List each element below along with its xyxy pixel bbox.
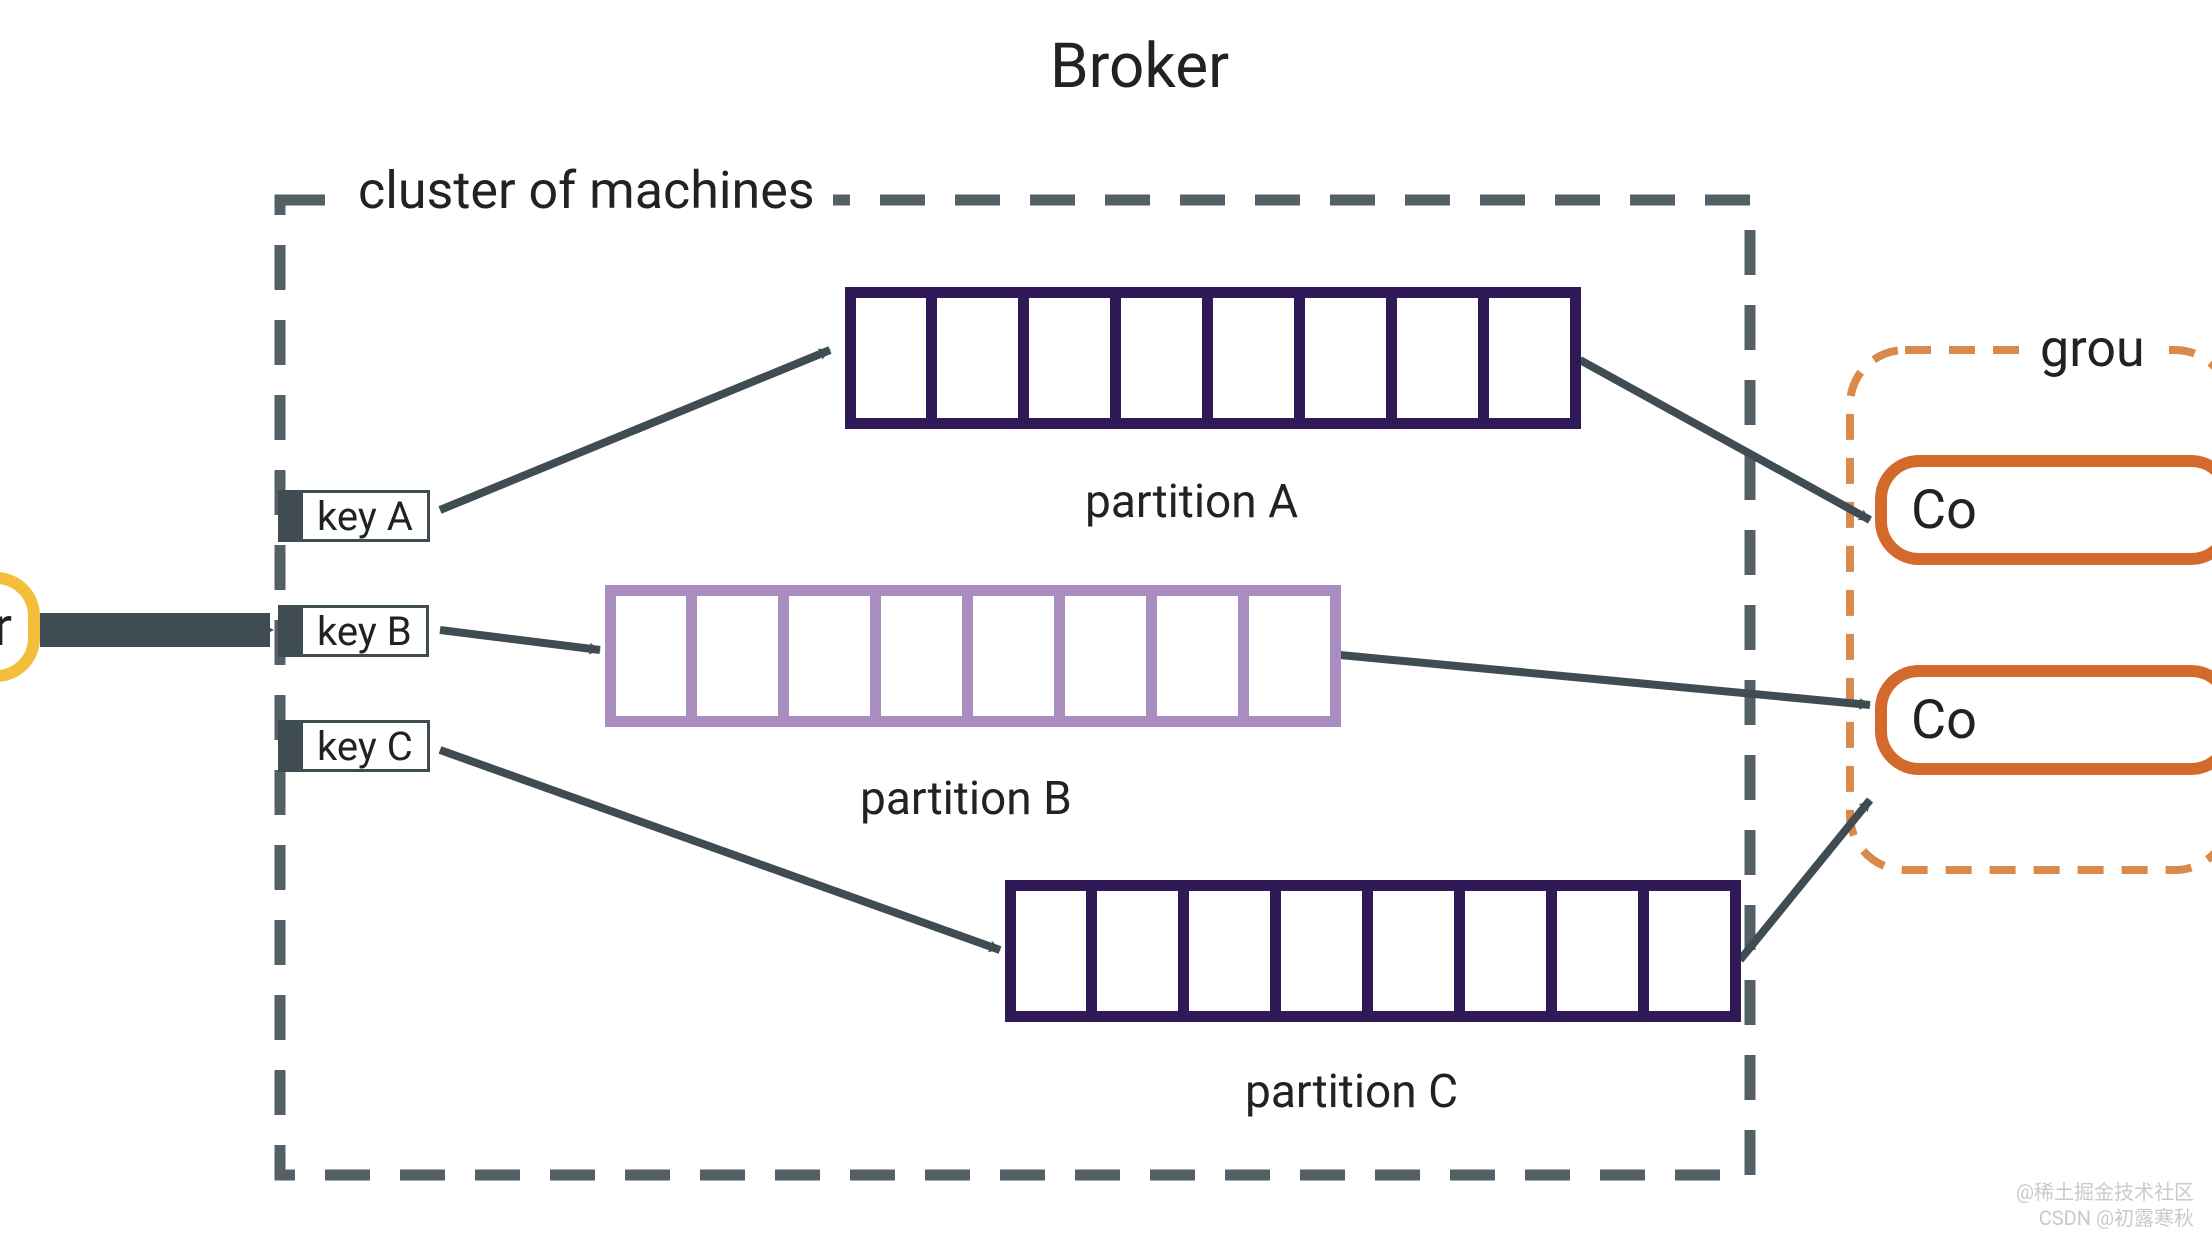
- partition-cell: [605, 585, 697, 727]
- partition-cell: [1373, 880, 1465, 1022]
- partition-cell: [1465, 880, 1557, 1022]
- consumer-node: Co: [1875, 665, 2212, 775]
- group-box: [1850, 350, 2212, 870]
- consumer-text: Co: [1911, 689, 1977, 752]
- partition-cell: [1029, 287, 1121, 429]
- flow-arrow: [440, 630, 600, 650]
- cluster-label: cluster of machines: [340, 160, 833, 221]
- partition-cell: [1397, 287, 1489, 429]
- watermark-line: @稀土掘金技术社区: [2016, 1179, 2194, 1205]
- partition-cell: [1157, 585, 1249, 727]
- partition-cell: [1065, 585, 1157, 727]
- partition-cell: [1649, 880, 1741, 1022]
- partition-cell: [697, 585, 789, 727]
- producer-text: r: [0, 596, 12, 659]
- flow-arrow: [1580, 360, 1870, 520]
- key-tab: [281, 493, 303, 539]
- key-tab: [281, 723, 303, 769]
- partition-label: partition B: [860, 772, 1072, 826]
- partition-cell: [1097, 880, 1189, 1022]
- partition-cell: [1005, 880, 1097, 1022]
- producer-node: r: [0, 572, 40, 682]
- watermark-line: CSDN @初露寒秋: [2016, 1205, 2194, 1231]
- partition-cell: [1305, 287, 1397, 429]
- consumer-node: Co: [1875, 455, 2212, 565]
- key-box: key B: [278, 605, 429, 657]
- key-label: key C: [303, 723, 427, 770]
- partition-cell: [845, 287, 937, 429]
- key-tab: [281, 608, 303, 654]
- partition-label: partition C: [1245, 1065, 1458, 1119]
- partition-cell: [789, 585, 881, 727]
- watermark: @稀土掘金技术社区 CSDN @初露寒秋: [2016, 1179, 2194, 1231]
- broker-title: Broker: [1050, 30, 1229, 103]
- key-label: key B: [303, 608, 426, 655]
- partition-cell: [1213, 287, 1305, 429]
- partition: [1005, 880, 1741, 1022]
- partition-cell: [1189, 880, 1281, 1022]
- partition-cell: [881, 585, 973, 727]
- partition-cell: [1281, 880, 1373, 1022]
- partition-cell: [937, 287, 1029, 429]
- partition-cell: [973, 585, 1065, 727]
- partition-cell: [1249, 585, 1341, 727]
- partition-cell: [1557, 880, 1649, 1022]
- partition: [605, 585, 1341, 727]
- group-label: grou: [2030, 318, 2155, 379]
- key-label: key A: [303, 493, 427, 540]
- key-box: key C: [278, 720, 430, 772]
- consumer-text: Co: [1911, 479, 1977, 542]
- partition-cell: [1489, 287, 1581, 429]
- partition-cell: [1121, 287, 1213, 429]
- flow-arrow: [440, 350, 830, 510]
- partition: [845, 287, 1581, 429]
- partition-label: partition A: [1085, 475, 1298, 529]
- flow-arrow: [1740, 800, 1870, 960]
- flow-arrow: [1340, 655, 1870, 705]
- key-box: key A: [278, 490, 430, 542]
